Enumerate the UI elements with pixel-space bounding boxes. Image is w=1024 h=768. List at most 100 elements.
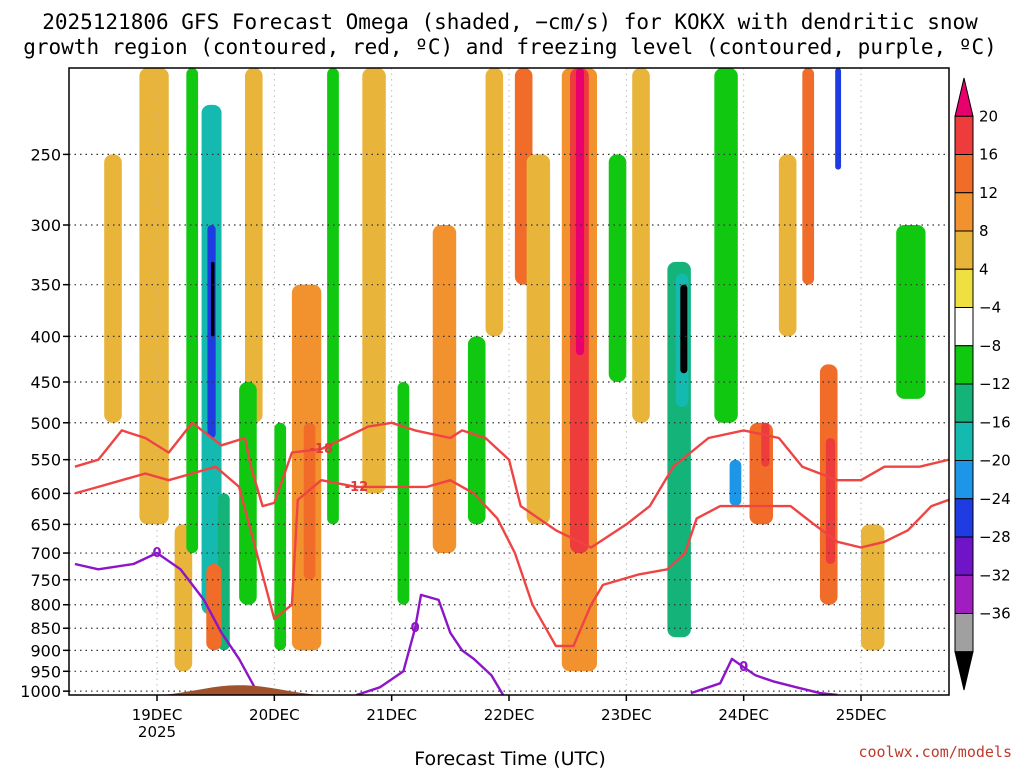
omega-cell	[485, 68, 504, 337]
colorbar-label: −12	[979, 375, 1011, 393]
x-tick-label: 23DEC	[601, 706, 652, 724]
omega-cell	[362, 68, 386, 494]
x-tick-label: 22DEC	[484, 706, 535, 724]
terrain-ground	[69, 685, 949, 695]
y-tick-label: 600	[30, 484, 61, 503]
x-axis-label: Forecast Time (UTC)	[414, 748, 605, 768]
omega-cell	[825, 437, 836, 564]
credit-text: coolwx.com/models	[858, 743, 1012, 761]
omega-cell	[245, 68, 263, 423]
x-tick-label: 20DEC	[249, 706, 300, 724]
x-tick-label: 25DEC	[836, 706, 887, 724]
y-tick-label: 250	[30, 145, 61, 164]
colorbar-segment	[954, 345, 974, 385]
x-tick-sublabel: 2025	[138, 723, 176, 741]
omega-cell	[174, 524, 193, 672]
omega-cell	[303, 422, 316, 580]
omega-cell	[210, 261, 215, 337]
y-tick-label: 800	[30, 596, 61, 615]
dgz-contour	[74, 421, 949, 549]
colorbar-label: 12	[979, 184, 998, 202]
freezing-contour	[356, 593, 505, 695]
y-axis-ticks: 250 300 350 400 450 500 550 600 650 700 750 800 850 9…	[20, 145, 69, 701]
colorbar-label: 20	[979, 107, 998, 125]
colorbar-segment	[954, 383, 974, 423]
omega-cell	[186, 68, 199, 554]
colorbar-segment	[954, 460, 974, 500]
y-tick-label: 500	[30, 414, 61, 433]
freezing-contour-label: 0	[739, 660, 748, 675]
dgz-contour-label: -18	[310, 442, 334, 457]
y-tick-label: 650	[30, 515, 61, 534]
plot-area: -18 -12 0 0 0	[69, 68, 949, 695]
omega-cell	[397, 381, 410, 605]
y-tick-label: 900	[30, 641, 61, 660]
colorbar-segment	[954, 421, 974, 461]
freezing-contour	[690, 657, 838, 695]
omega-cell	[714, 68, 738, 423]
omega-cell	[432, 224, 457, 554]
colorbar-segment	[954, 230, 974, 270]
omega-cell	[680, 284, 688, 374]
dgz-contours: -18 -12	[74, 421, 949, 648]
freezing-contour	[74, 551, 269, 695]
x-tick-label: 24DEC	[718, 706, 769, 724]
colorbar-label: −20	[979, 452, 1011, 470]
omega-cell	[861, 524, 885, 651]
omega-cell	[729, 459, 742, 507]
y-tick-label: 550	[30, 451, 61, 470]
x-tick-label: 19DEC	[132, 706, 183, 724]
omega-cell	[896, 224, 926, 399]
y-tick-label: 350	[30, 276, 61, 295]
omega-cell	[467, 336, 486, 525]
omega-cell	[575, 68, 585, 356]
omega-shading	[104, 68, 926, 672]
omega-cell	[526, 154, 551, 525]
y-tick-label: 450	[30, 373, 61, 392]
grid-lines	[69, 68, 949, 695]
colorbar-label: −4	[979, 299, 1001, 317]
omega-cell	[327, 68, 339, 525]
colorbar-label: −24	[979, 490, 1011, 508]
colorbar-segment	[954, 115, 974, 155]
omega-cell	[835, 68, 842, 170]
omega-cell	[778, 154, 797, 337]
colorbar-bottom-arrow	[954, 651, 974, 691]
colorbar-segment	[954, 498, 974, 538]
colorbar-label: −32	[979, 566, 1011, 584]
y-tick-label: 1000	[20, 682, 61, 701]
y-tick-label: 950	[30, 662, 61, 681]
colorbar-label: −36	[979, 605, 1011, 623]
freezing-level-contours: 0 0 0	[74, 546, 838, 695]
colorbar-label: 4	[979, 260, 989, 278]
colorbar-segment	[954, 307, 974, 347]
chart-title-line1: 2025121806 GFS Forecast Omega (shaded, −…	[42, 10, 978, 34]
omega-cell	[802, 68, 815, 285]
colorbar-segment	[954, 268, 974, 308]
colorbar-label: 16	[979, 146, 998, 164]
colorbar: 20 16 12 8 4 −4 −8 −12 −16 −20 −24 −28 −32 −36	[954, 77, 1011, 691]
y-tick-label: 300	[30, 216, 61, 235]
x-tick-label: 21DEC	[366, 706, 417, 724]
colorbar-label: −16	[979, 413, 1011, 431]
omega-cell	[632, 68, 650, 423]
colorbar-segment	[954, 613, 974, 653]
omega-cell	[104, 154, 122, 423]
colorbar-top-arrow	[954, 77, 974, 117]
colorbar-label: −28	[979, 528, 1011, 546]
y-tick-label: 400	[30, 327, 61, 346]
y-tick-label: 750	[30, 571, 61, 590]
chart-title-line2: growth region (contoured, red, ºC) and f…	[23, 35, 997, 59]
omega-cell	[139, 68, 169, 525]
colorbar-label: 8	[979, 222, 989, 240]
colorbar-segment	[954, 536, 974, 576]
dgz-contour-label: -12	[345, 480, 369, 495]
colorbar-segment	[954, 192, 974, 232]
dgz-contour	[74, 465, 949, 648]
freezing-contour-label: 0	[152, 546, 161, 561]
colorbar-label: −8	[979, 337, 1001, 355]
y-tick-label: 850	[30, 619, 61, 638]
colorbar-segment	[954, 574, 974, 614]
